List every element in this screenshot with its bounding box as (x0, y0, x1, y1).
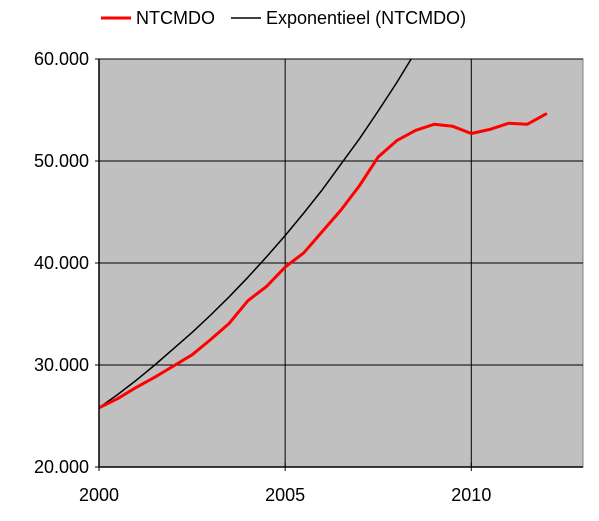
legend: NTCMDO Exponentieel (NTCMDO) (101, 8, 466, 28)
series-group (99, 59, 548, 410)
y-tick-label: 20.000 (34, 457, 89, 477)
x-tick-label: 2000 (79, 485, 119, 505)
legend-label-exponentieel: Exponentieel (NTCMDO) (266, 8, 466, 28)
x-tick-labels: 2000 2005 2010 (79, 485, 491, 505)
y-tick-label: 50.000 (34, 151, 89, 171)
y-tick-label: 40.000 (34, 253, 89, 273)
y-tick-label: 60.000 (34, 49, 89, 69)
series-line-exponentieel (99, 59, 413, 409)
x-tick-label: 2005 (265, 485, 305, 505)
y-tick-labels: 20.000 30.000 40.000 50.000 60.000 (34, 49, 89, 477)
series-line-ntcmdo (99, 112, 548, 410)
axes (95, 58, 583, 471)
x-tick-label: 2010 (451, 485, 491, 505)
legend-label-ntcmdo: NTCMDO (136, 8, 215, 28)
y-tick-label: 30.000 (34, 355, 89, 375)
